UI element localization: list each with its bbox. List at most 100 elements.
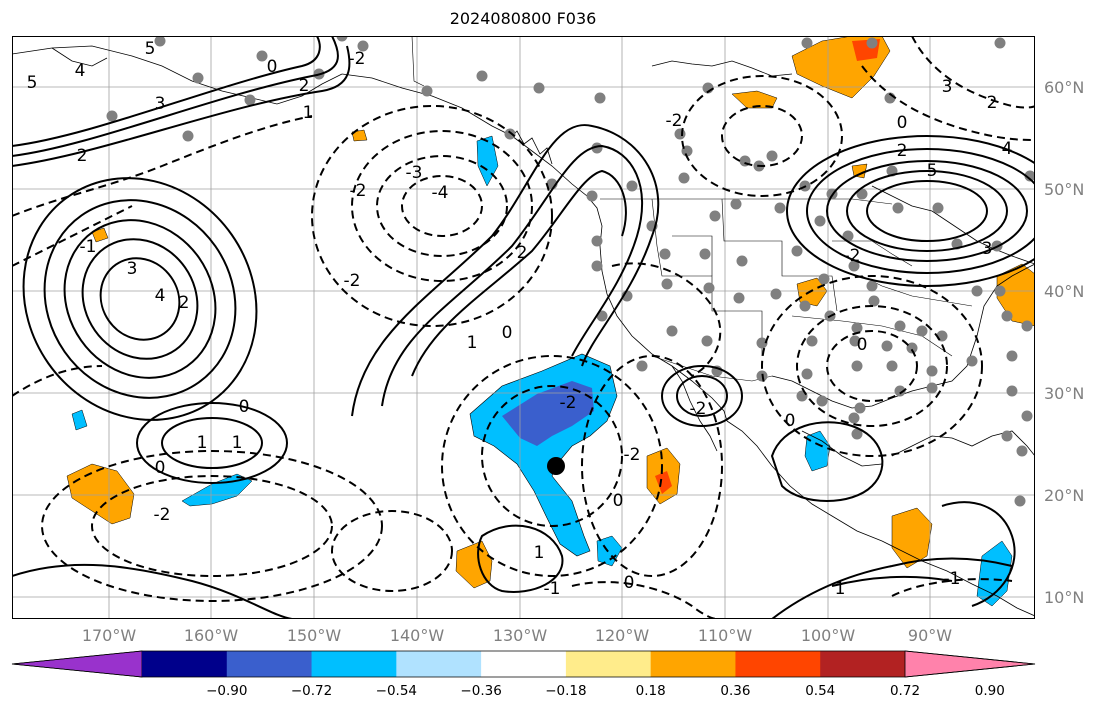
- contour-label: 5: [927, 161, 938, 181]
- blue-anomaly-region: [596, 535, 623, 567]
- lat-label-40n: 40°N: [1044, 282, 1085, 301]
- lat-label-20n: 20°N: [1044, 486, 1085, 505]
- colorbar-segment: [142, 651, 228, 677]
- contour-label: -3: [406, 163, 423, 183]
- orange-anomaly-region: [351, 129, 368, 142]
- contour-label: 2: [77, 146, 88, 166]
- contour-label: -2: [350, 181, 367, 201]
- lon-label-140w: 140°W: [389, 626, 445, 645]
- colorbar-segment: [820, 651, 906, 677]
- contour-label: -2: [344, 271, 361, 291]
- lat-label-10n: 10°N: [1044, 588, 1085, 607]
- contour-label: 5: [145, 39, 156, 59]
- orange-anomaly-region: [851, 163, 868, 179]
- lat-label-50n: 50°N: [1044, 180, 1085, 199]
- contour-label: 1: [197, 433, 208, 453]
- contour-label: 0: [624, 573, 635, 593]
- contour-label: -2: [690, 399, 707, 419]
- lon-label-110w: 110°W: [697, 626, 753, 645]
- orange-anomaly-region: [891, 507, 933, 569]
- lon-label-130w: 130°W: [492, 626, 548, 645]
- colorbar-segment: [565, 651, 652, 677]
- contour-label: 2: [179, 293, 190, 313]
- contour-label: -2: [560, 393, 577, 413]
- lon-label-170w: 170°W: [81, 626, 137, 645]
- solid-contours: [12, 36, 1035, 619]
- contour-label: 5: [27, 73, 38, 93]
- contour-label: -1: [80, 237, 97, 257]
- contour-label: 2: [987, 93, 998, 113]
- contour-label: 0: [613, 491, 624, 511]
- lat-label-60n: 60°N: [1044, 78, 1085, 97]
- lon-label-150w: 150°W: [286, 626, 342, 645]
- colorbar-segment: [904, 650, 1036, 678]
- contour-label: 0: [267, 57, 278, 77]
- contour-label: 3: [982, 239, 993, 259]
- lon-label-100w: 100°W: [800, 626, 856, 645]
- contour-label: 0: [502, 323, 513, 343]
- blue-anomaly-core: [502, 381, 594, 446]
- contour-label: -2: [666, 111, 683, 131]
- contour-label: -2: [349, 49, 366, 69]
- map-title: 2024080800 F036: [449, 9, 597, 28]
- contour-label: 0: [897, 113, 908, 133]
- contour-label: 4: [1002, 139, 1013, 159]
- contour-label: -1: [944, 569, 961, 589]
- orange-anomaly-region: [91, 227, 109, 243]
- colorbar-tick-label: 0.18: [635, 683, 666, 699]
- colorbar-tick-label: 0.36: [720, 683, 751, 699]
- storm-center-marker: [547, 457, 565, 475]
- red-anomaly-core: [655, 471, 672, 494]
- contour-label: 4: [155, 286, 166, 306]
- blue-anomaly-region: [71, 409, 88, 431]
- blue-anomaly-region: [976, 540, 1013, 607]
- contour-label: -2: [844, 246, 861, 266]
- colorbar-segment: [226, 651, 313, 677]
- colorbar-tick-label: −0.36: [460, 683, 502, 699]
- contour-label: -4: [432, 183, 449, 203]
- contour-label: 2: [897, 141, 908, 161]
- colorbar-segment: [650, 651, 736, 677]
- contour-label: 3: [127, 259, 138, 279]
- colorbar-segment: [735, 651, 821, 677]
- lon-label-90w: 90°W: [907, 626, 953, 645]
- contour-label: -2: [154, 505, 171, 525]
- contour-label: 0: [239, 397, 250, 417]
- contour-label: 1: [835, 579, 846, 599]
- contour-label: -1: [544, 579, 561, 599]
- contour-label: 0: [155, 458, 166, 478]
- colorbar-segment: [481, 651, 567, 677]
- lon-label-120w: 120°W: [594, 626, 650, 645]
- colorbar-segment: [311, 651, 397, 677]
- contour-label: 1: [467, 333, 478, 353]
- lon-label-160w: 160°W: [183, 626, 239, 645]
- colorbar-segment: [396, 651, 482, 677]
- colorbar-tick-label: −0.90: [206, 683, 248, 699]
- contour-label: 1: [534, 543, 545, 563]
- contour-label: 1: [232, 433, 243, 453]
- blue-anomaly-region: [804, 430, 831, 472]
- dashed-contours: [12, 36, 1035, 619]
- colorbar-tick-label: 0.54: [805, 683, 836, 699]
- contour-label: 3: [942, 77, 953, 97]
- colorbar-tick-label: 0.90: [974, 683, 1005, 699]
- contour-label: 2: [299, 76, 310, 96]
- contour-label: -2: [624, 445, 641, 465]
- colorbar-segment: [11, 650, 143, 678]
- orange-anomaly-region: [731, 90, 778, 109]
- colorbar: [11, 650, 1036, 678]
- contour-label: 1: [303, 103, 314, 123]
- contour-label: 3: [155, 94, 166, 114]
- contour-label: 0: [857, 335, 868, 355]
- contour-label: 2: [517, 243, 528, 263]
- colorbar-tick-label: −0.18: [545, 683, 587, 699]
- orange-anomaly-region: [66, 463, 135, 525]
- lat-label-30n: 30°N: [1044, 384, 1085, 403]
- colorbar-tick-label: 0.72: [889, 683, 921, 699]
- colorbar-tick-label: −0.54: [375, 683, 418, 699]
- colorbar-tick-label: −0.72: [290, 683, 333, 699]
- contour-label: 4: [75, 61, 86, 81]
- contour-label: 0: [785, 411, 796, 431]
